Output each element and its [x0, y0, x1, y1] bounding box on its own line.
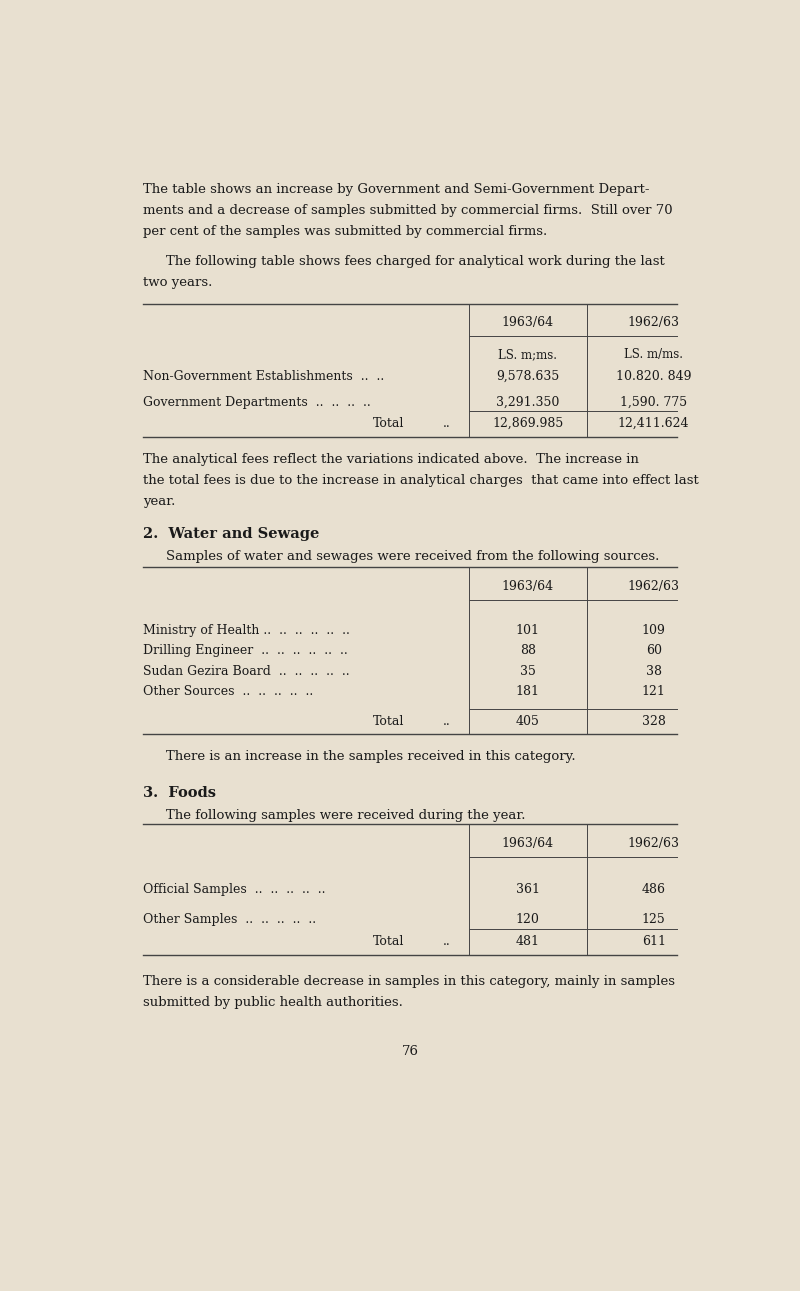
- Text: 125: 125: [642, 913, 666, 926]
- Text: Total: Total: [373, 417, 404, 430]
- Text: The following table shows fees charged for analytical work during the last: The following table shows fees charged f…: [166, 254, 665, 267]
- Text: 1,590. 775: 1,590. 775: [620, 396, 687, 409]
- Text: Government Departments  ..  ..  ..  ..: Government Departments .. .. .. ..: [142, 396, 370, 409]
- Text: Non-Government Establishments  ..  ..: Non-Government Establishments .. ..: [142, 371, 384, 383]
- Text: The analytical fees reflect the variations indicated above.  The increase in: The analytical fees reflect the variatio…: [142, 453, 638, 466]
- Text: 101: 101: [516, 624, 540, 638]
- Text: 12,411.624: 12,411.624: [618, 417, 690, 430]
- Text: year.: year.: [142, 496, 175, 509]
- Text: LS. m/ms.: LS. m/ms.: [624, 349, 683, 361]
- Text: 486: 486: [642, 883, 666, 896]
- Text: 405: 405: [516, 715, 540, 728]
- Text: 120: 120: [516, 913, 540, 926]
- Text: 181: 181: [516, 686, 540, 698]
- Text: 1963/64: 1963/64: [502, 581, 554, 594]
- Text: There is a considerable decrease in samples in this category, mainly in samples: There is a considerable decrease in samp…: [142, 975, 674, 988]
- Text: 9,578.635: 9,578.635: [496, 371, 559, 383]
- Text: Other Sources  ..  ..  ..  ..  ..: Other Sources .. .. .. .. ..: [142, 686, 313, 698]
- Text: 1963/64: 1963/64: [502, 316, 554, 329]
- Text: 38: 38: [646, 665, 662, 678]
- Text: ..: ..: [443, 935, 450, 948]
- Text: Samples of water and sewages were received from the following sources.: Samples of water and sewages were receiv…: [166, 550, 659, 563]
- Text: Sudan Gezira Board  ..  ..  ..  ..  ..: Sudan Gezira Board .. .. .. .. ..: [142, 665, 350, 678]
- Text: the total fees is due to the increase in analytical charges  that came into effe: the total fees is due to the increase in…: [142, 474, 698, 487]
- Text: 12,869.985: 12,869.985: [492, 417, 563, 430]
- Text: 3,291.350: 3,291.350: [496, 396, 559, 409]
- Text: 1963/64: 1963/64: [502, 838, 554, 851]
- Text: Total: Total: [373, 935, 404, 948]
- Text: Official Samples  ..  ..  ..  ..  ..: Official Samples .. .. .. .. ..: [142, 883, 325, 896]
- Text: Total: Total: [373, 715, 404, 728]
- Text: 88: 88: [520, 644, 536, 657]
- Text: Other Samples  ..  ..  ..  ..  ..: Other Samples .. .. .. .. ..: [142, 913, 316, 926]
- Text: 611: 611: [642, 935, 666, 948]
- Text: 35: 35: [520, 665, 536, 678]
- Text: The following samples were received during the year.: The following samples were received duri…: [166, 808, 526, 821]
- Text: 1962/63: 1962/63: [628, 316, 680, 329]
- Text: Drilling Engineer  ..  ..  ..  ..  ..  ..: Drilling Engineer .. .. .. .. .. ..: [142, 644, 347, 657]
- Text: per cent of the samples was submitted by commercial firms.: per cent of the samples was submitted by…: [142, 226, 547, 239]
- Text: There is an increase in the samples received in this category.: There is an increase in the samples rece…: [166, 750, 576, 763]
- Text: 121: 121: [642, 686, 666, 698]
- Text: LS. m;ms.: LS. m;ms.: [498, 349, 558, 361]
- Text: The table shows an increase by Government and Semi-Government Depart-: The table shows an increase by Governmen…: [142, 183, 649, 196]
- Text: 109: 109: [642, 624, 666, 638]
- Text: 3.  Foods: 3. Foods: [142, 786, 216, 799]
- Text: ments and a decrease of samples submitted by commercial firms.  Still over 70: ments and a decrease of samples submitte…: [142, 204, 672, 217]
- Text: submitted by public health authorities.: submitted by public health authorities.: [142, 995, 402, 1008]
- Text: ..: ..: [443, 715, 450, 728]
- Text: 361: 361: [516, 883, 540, 896]
- Text: 481: 481: [516, 935, 540, 948]
- Text: 1962/63: 1962/63: [628, 581, 680, 594]
- Text: 60: 60: [646, 644, 662, 657]
- Text: 2.  Water and Sewage: 2. Water and Sewage: [142, 527, 319, 541]
- Text: 328: 328: [642, 715, 666, 728]
- Text: Ministry of Health ..  ..  ..  ..  ..  ..: Ministry of Health .. .. .. .. .. ..: [142, 624, 350, 638]
- Text: 10.820. 849: 10.820. 849: [616, 371, 691, 383]
- Text: two years.: two years.: [142, 276, 212, 289]
- Text: 76: 76: [402, 1046, 418, 1059]
- Text: ..: ..: [443, 417, 450, 430]
- Text: 1962/63: 1962/63: [628, 838, 680, 851]
